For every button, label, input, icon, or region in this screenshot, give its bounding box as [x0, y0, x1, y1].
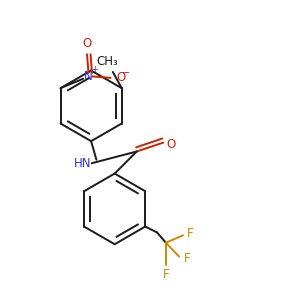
- Text: CH₃: CH₃: [96, 55, 118, 68]
- Text: −: −: [122, 68, 130, 78]
- Text: O: O: [116, 71, 126, 84]
- Text: O: O: [82, 37, 91, 50]
- Text: F: F: [184, 252, 190, 266]
- Text: F: F: [163, 268, 169, 281]
- Text: O: O: [166, 138, 176, 151]
- Text: N: N: [84, 70, 93, 83]
- Text: +: +: [92, 65, 98, 74]
- Text: F: F: [187, 227, 193, 240]
- Text: HN: HN: [74, 157, 91, 170]
